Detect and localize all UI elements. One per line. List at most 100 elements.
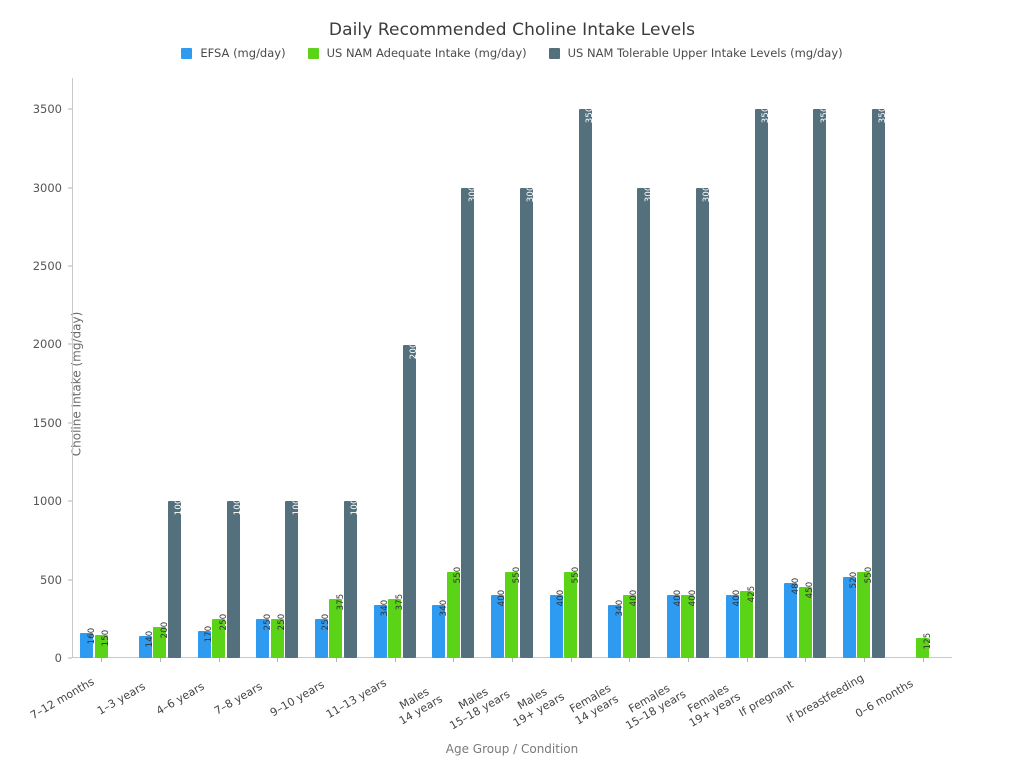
y-tick-label-5: 2500 <box>32 259 62 274</box>
legend-label: US NAM Tolerable Upper Intake Levels (mg… <box>567 46 843 60</box>
y-tick-label-7: 3500 <box>32 102 62 117</box>
bar[interactable]: 340 <box>608 599 625 658</box>
legend-swatch-icon <box>548 47 560 59</box>
bar[interactable]: 250 <box>270 613 287 658</box>
legend-label: US NAM Adequate Intake (mg/day) <box>326 46 527 60</box>
bar[interactable]: 3000 <box>637 180 654 658</box>
bar-group: 160 150 <box>72 78 131 658</box>
bar[interactable]: 400 <box>549 590 566 658</box>
bar-value-label: 3000 <box>702 179 713 202</box>
bar-value-label: 3000 <box>643 179 654 202</box>
legend-label: EFSA (mg/day) <box>200 46 286 60</box>
bar-group: 340 400 3000 <box>600 78 659 658</box>
y-tick-label-0: 0 <box>54 651 62 665</box>
bar[interactable]: 425 <box>740 586 757 658</box>
bar[interactable]: 375 <box>329 594 346 658</box>
x-tick-mark <box>453 658 455 662</box>
bar[interactable]: 3000 <box>695 180 712 658</box>
x-tick-mark <box>688 658 689 662</box>
bar[interactable]: 250 <box>314 613 331 658</box>
x-tick-label-3: 7–8 years <box>212 679 265 718</box>
bar[interactable]: 400 <box>490 590 507 658</box>
x-tick-mark <box>864 658 865 662</box>
y-tick-label-3: 1500 <box>32 415 62 430</box>
x-axis-title: Age Group / Condition <box>445 742 579 756</box>
y-tick-mark <box>68 579 72 581</box>
bar-group: 250 375 1000 <box>307 78 366 658</box>
bar[interactable]: 450 <box>798 582 815 658</box>
bar[interactable]: 250 <box>212 613 229 658</box>
bar-value-label: 3000 <box>467 179 478 202</box>
x-tick-label-14: 0–6 months <box>852 676 916 721</box>
bar[interactable]: 150 <box>94 629 111 658</box>
bar[interactable]: 3500 <box>813 101 830 658</box>
bar-group: 520 550 3500 <box>835 78 894 658</box>
x-tick-mark <box>160 658 161 662</box>
x-tick-mark <box>512 658 513 662</box>
bar[interactable]: 250 <box>256 613 273 658</box>
chart-title: Daily Recommended Choline Intake Levels <box>328 20 696 40</box>
bar[interactable]: 1000 <box>343 493 360 658</box>
bar-group: 400 550 3500 <box>541 78 600 658</box>
legend-item-1[interactable]: US NAM Adequate Intake (mg/day) <box>307 46 527 60</box>
bar[interactable]: 400 <box>725 590 742 658</box>
bar[interactable]: 375 <box>388 594 405 658</box>
bar[interactable]: 200 <box>153 621 170 658</box>
bar[interactable]: 550 <box>564 566 581 658</box>
y-tick-label-2: 1000 <box>32 494 62 509</box>
bar-value-label: 3000 <box>526 179 537 202</box>
plot-area: 0 500 1000 1500 2000 2500 3000 3500 160 150 140 200… <box>33 78 952 665</box>
bar[interactable]: 3500 <box>754 101 771 658</box>
x-tick-mark <box>922 658 924 662</box>
x-tick-label-1: 1–3 years <box>94 679 148 718</box>
bar[interactable]: 520 <box>842 571 859 658</box>
x-tick-mark <box>394 658 396 662</box>
bar[interactable]: 400 <box>666 590 683 658</box>
bar[interactable]: 140 <box>138 631 155 658</box>
bar-value-label: 3500 <box>761 101 772 124</box>
x-tick-label-2: 4–6 years <box>153 679 207 718</box>
y-tick-mark <box>68 500 72 502</box>
bar[interactable]: 125 <box>916 633 933 658</box>
bar[interactable]: 480 <box>784 577 801 658</box>
bar-value-label: 150 <box>101 629 112 646</box>
legend-swatch-icon <box>307 47 319 59</box>
bar[interactable]: 400 <box>622 590 639 658</box>
bar[interactable]: 1000 <box>285 493 302 658</box>
bar-value-label: 1000 <box>233 493 244 516</box>
bar-group: 340 375 2000 <box>365 78 424 658</box>
bar[interactable]: 400 <box>681 590 698 658</box>
bar[interactable]: 340 <box>432 599 449 658</box>
bar[interactable]: 3500 <box>578 101 595 658</box>
legend-item-2[interactable]: US NAM Tolerable Upper Intake Levels (mg… <box>548 46 843 60</box>
bar[interactable]: 3500 <box>871 101 888 658</box>
bar[interactable]: 160 <box>80 628 97 658</box>
bar-value-label: 3500 <box>819 101 830 124</box>
bar-value-label: 1000 <box>174 493 185 516</box>
y-tick-mark <box>68 108 72 110</box>
bar-group: 140 200 1000 <box>131 78 190 658</box>
bar[interactable]: 550 <box>505 566 522 658</box>
x-tick-mark <box>277 658 279 662</box>
bar[interactable]: 550 <box>857 566 874 658</box>
bar[interactable]: 2000 <box>402 336 419 658</box>
bar-value-label: 125 <box>922 632 933 650</box>
y-tick-label-6: 3000 <box>32 180 62 195</box>
bar[interactable]: 1000 <box>226 493 243 658</box>
legend-item-0[interactable]: EFSA (mg/day) <box>181 46 286 60</box>
bar-group: 340 550 3000 <box>424 78 483 658</box>
bar-value-label: 3500 <box>585 101 596 124</box>
bar[interactable]: 170 <box>197 626 214 658</box>
x-tick-label-13: If breastfeeding <box>784 671 867 726</box>
x-tick-label-4: 9–10 years <box>267 677 327 720</box>
bar[interactable]: 3000 <box>461 180 478 658</box>
bar[interactable]: 1000 <box>167 493 184 658</box>
bar[interactable]: 3000 <box>519 180 536 658</box>
bar[interactable]: 340 <box>373 599 390 658</box>
bar-group: 480 450 3500 <box>776 78 835 658</box>
x-tick-label-0: 7–12 months <box>28 675 97 723</box>
x-tick-mark <box>805 658 807 662</box>
bar[interactable]: 550 <box>446 566 463 658</box>
x-tick-mark <box>101 658 103 662</box>
